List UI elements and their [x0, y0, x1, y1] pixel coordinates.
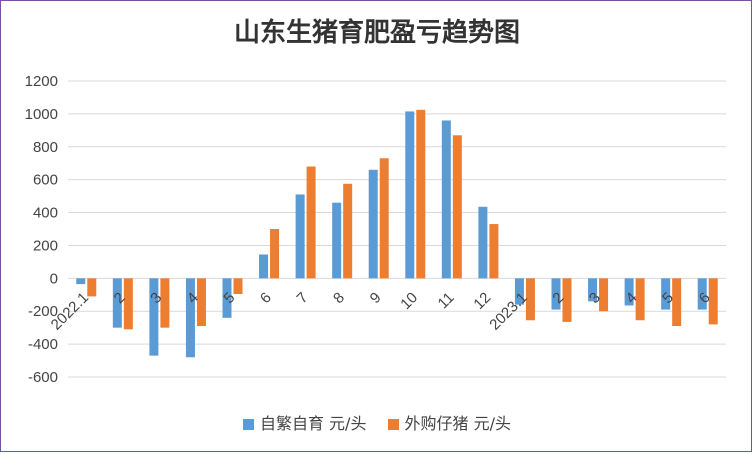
- bar-series-1: [332, 202, 342, 279]
- y-tick-label: -200: [28, 303, 58, 320]
- bar-series-2: [306, 166, 316, 279]
- bar-series-1: [368, 169, 378, 279]
- bar-series-2: [270, 229, 280, 279]
- bar-series-1: [551, 278, 561, 310]
- x-tick-label: 11: [435, 289, 458, 312]
- bar-series-1: [76, 278, 86, 285]
- bar-series-1: [624, 278, 634, 306]
- y-axis-ticks: -600 -400 -200 0 200 400 600 800 1000 1200: [25, 73, 58, 386]
- bars: [76, 109, 718, 358]
- bar-series-2: [87, 278, 97, 297]
- legend-swatch-series-1: [242, 419, 254, 430]
- bar-series-2: [672, 278, 682, 327]
- bar-series-1: [185, 278, 195, 358]
- bar-series-1: [514, 278, 524, 305]
- legend-item-series-2: 外购仔猪 元/头: [387, 410, 512, 434]
- bar-series-1: [478, 206, 488, 279]
- bar-series-2: [196, 278, 206, 327]
- y-tick-label: 200: [33, 237, 58, 254]
- bar-series-2: [379, 158, 389, 279]
- bar-series-1: [588, 278, 598, 302]
- bar-series-1: [112, 278, 122, 328]
- bar-series-1: [259, 254, 269, 279]
- legend: 自繁自育 元/头 外购仔猪 元/头: [0, 410, 754, 434]
- bar-series-2: [160, 278, 170, 328]
- bar-series-2: [635, 278, 645, 321]
- y-tick-label: 600: [33, 172, 58, 189]
- bar-series-1: [661, 278, 671, 310]
- bar-series-2: [452, 135, 462, 279]
- bar-series-2: [562, 278, 572, 322]
- x-tick-label: 6: [257, 289, 275, 307]
- bar-series-1: [149, 278, 159, 356]
- y-tick-label: 0: [50, 270, 58, 287]
- chart-title: 山东生猪育肥盈亏趋势图: [233, 18, 520, 48]
- y-tick-label: -600: [28, 369, 58, 386]
- bar-series-2: [708, 278, 718, 325]
- bar-series-2: [233, 278, 243, 294]
- bar-series-1: [441, 120, 451, 279]
- bar-series-2: [489, 224, 499, 279]
- bar-series-2: [343, 183, 353, 279]
- bar-series-1: [222, 278, 232, 318]
- bar-series-1: [405, 111, 415, 279]
- bar-series-1: [295, 194, 305, 279]
- legend-item-series-1: 自繁自育 元/头: [242, 410, 367, 434]
- y-tick-label: 1000: [25, 106, 58, 123]
- legend-label-series-1: 自繁自育 元/头: [259, 414, 367, 433]
- y-tick-label: 800: [33, 139, 58, 156]
- y-tick-label: -400: [28, 336, 58, 353]
- y-tick-label: 400: [33, 205, 58, 222]
- x-tick-label: 10: [397, 289, 421, 313]
- bar-series-1: [697, 278, 707, 310]
- legend-swatch-series-2: [387, 419, 399, 430]
- bar-series-2: [525, 278, 535, 321]
- bar-series-2: [123, 278, 133, 330]
- x-tick-label: 9: [367, 289, 385, 307]
- x-tick-label: 8: [330, 289, 348, 307]
- x-tick-label: 12: [470, 289, 494, 313]
- legend-label-series-2: 外购仔猪 元/头: [404, 414, 512, 433]
- x-tick-label: 7: [294, 289, 312, 307]
- bar-series-2: [416, 109, 426, 279]
- y-tick-label: 1200: [25, 73, 58, 90]
- gridlines: [68, 80, 726, 378]
- bar-series-2: [599, 278, 609, 312]
